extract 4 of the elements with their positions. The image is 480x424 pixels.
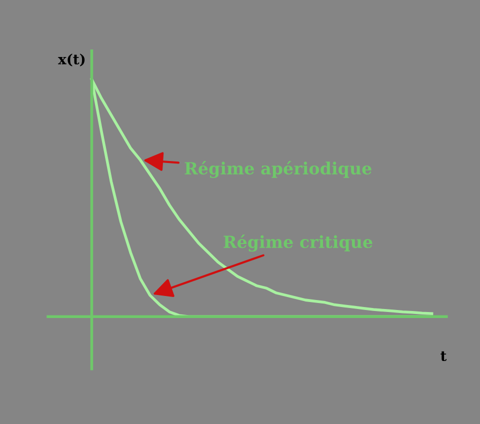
annotation: Régime apériodique	[184, 161, 372, 178]
annotation: Régime critique	[224, 234, 372, 252]
y-axis-title: x(t)	[58, 54, 85, 66]
x-axis-title: t	[440, 351, 447, 362]
